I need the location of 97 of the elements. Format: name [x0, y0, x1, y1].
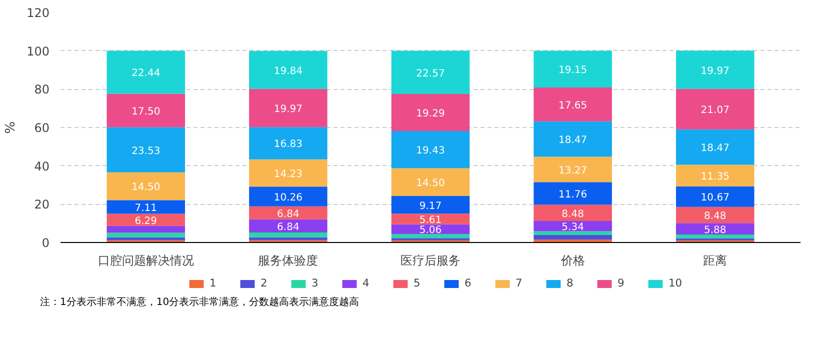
x-tick-label: 服务体验度: [258, 254, 318, 268]
y-axis-title: %: [4, 121, 19, 134]
legend-label: 1: [210, 276, 218, 290]
legend-label: 4: [362, 276, 370, 290]
y-tick-label: 80: [34, 82, 50, 97]
data-label: 14.50: [132, 182, 160, 194]
bar: [534, 88, 612, 122]
y-tick-label: 120: [26, 6, 50, 20]
data-label: 14.23: [274, 169, 303, 180]
data-label: 19.15: [558, 65, 588, 76]
y-tick-label: 60: [34, 121, 50, 135]
legend-label: 3: [312, 276, 320, 290]
y-tick-label: 0: [42, 236, 50, 250]
data-label: 11.35: [700, 172, 730, 183]
data-label: 14.50: [416, 178, 445, 190]
bar: [249, 127, 328, 160]
data-label: 10.26: [274, 192, 303, 204]
bar: [249, 232, 328, 238]
bar: [534, 156, 612, 182]
bar: [534, 204, 612, 221]
text: 注：1分表示非常不满意，10分表示非常满意，分数越高表示满意度越高: [40, 296, 360, 310]
y-tick-label: 100: [26, 44, 50, 58]
data-label: 17.50: [132, 106, 160, 118]
data-label: 23.53: [132, 146, 160, 157]
data-label: 19.43: [416, 146, 445, 157]
x-tick-label: 医疗后服务: [400, 254, 460, 268]
data-label: 5.34: [562, 222, 584, 234]
data-label: 16.83: [274, 139, 303, 150]
bar: [534, 235, 612, 240]
bar: [391, 168, 470, 196]
bar: [391, 50, 470, 94]
bar: [676, 50, 754, 89]
bar: [391, 234, 470, 238]
data-label: 7.11: [134, 202, 158, 214]
data-label: 6.29: [134, 216, 158, 227]
data-label: 22.57: [416, 68, 445, 80]
data-label: 6.84: [277, 222, 300, 233]
data-label: 13.27: [558, 165, 588, 176]
x-tick-label: 距离: [703, 254, 728, 268]
data-label: 9.17: [419, 200, 442, 212]
data-label: 19.29: [416, 108, 445, 120]
legend-label: 8: [566, 276, 574, 290]
x-tick-label: 口腔问题解决情况: [98, 254, 194, 268]
bar: [106, 200, 186, 214]
bar: [676, 223, 754, 234]
bar: [391, 196, 470, 214]
x-tick-label: 价格: [560, 254, 585, 268]
bar: [249, 88, 328, 128]
y-tick-label: 20: [34, 198, 50, 212]
bar: [106, 232, 186, 238]
bar: [676, 129, 754, 165]
bar: [106, 214, 186, 226]
data-label: 8.48: [562, 208, 584, 220]
data-label: 11.76: [558, 189, 588, 200]
bar: [676, 88, 754, 130]
bar: [249, 186, 328, 206]
data-label: 18.47: [558, 135, 588, 146]
data-label: 5.06: [419, 225, 442, 236]
data-label: 5.61: [419, 214, 442, 226]
bar: [249, 159, 328, 187]
bar: [391, 94, 470, 132]
legend-label: 10: [668, 276, 684, 290]
bar: [534, 121, 612, 157]
data-label: 18.47: [700, 143, 730, 154]
bar: [676, 186, 754, 207]
legend-label: 5: [414, 276, 422, 290]
bar: [534, 231, 612, 236]
bar: [106, 127, 186, 172]
legend-label: 7: [516, 276, 524, 290]
bar: [676, 164, 754, 186]
bar: [534, 182, 612, 205]
bar: [106, 94, 186, 128]
bar: [249, 206, 328, 220]
bar: [391, 214, 470, 224]
legend-label: 2: [260, 276, 268, 290]
bar: [249, 219, 328, 233]
data-label: 10.67: [700, 192, 730, 204]
data-label: 22.44: [132, 68, 160, 80]
data-label: 19.97: [274, 104, 303, 115]
data-label: 6.84: [277, 208, 300, 220]
y-tick-label: 40: [34, 159, 50, 174]
bar: [676, 206, 754, 224]
data-label: 17.65: [558, 100, 588, 112]
bar: [391, 131, 470, 168]
legend-label: 6: [464, 276, 472, 290]
bar: [249, 50, 328, 89]
bar: [106, 50, 186, 94]
legend-label: 9: [618, 276, 626, 290]
data-label: 19.84: [274, 66, 303, 77]
data-label: 21.07: [700, 105, 730, 116]
bar: [106, 226, 186, 233]
data-label: 5.88: [704, 224, 726, 236]
data-label: 19.97: [700, 66, 730, 77]
bar: [676, 234, 754, 238]
bar: [534, 50, 612, 88]
bar: [106, 172, 186, 200]
data-label: 8.48: [704, 211, 726, 222]
